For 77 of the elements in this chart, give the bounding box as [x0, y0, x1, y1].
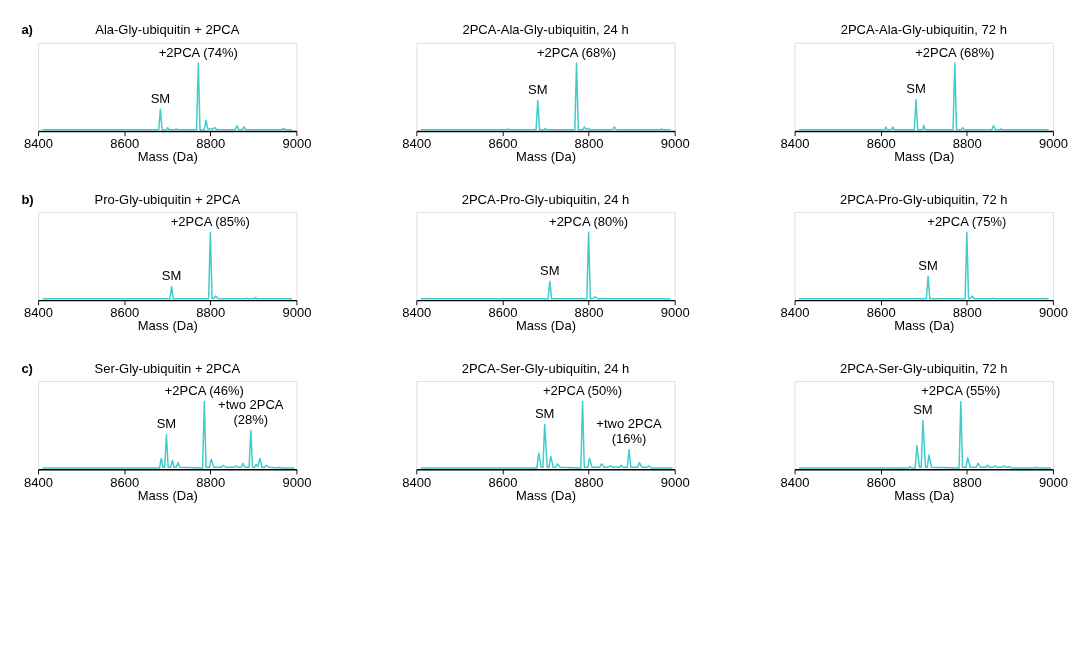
x-tick-label: 9000: [660, 305, 690, 321]
annotation: +two 2PCA (28%): [218, 397, 284, 428]
annotation: +2PCA (74%): [158, 44, 238, 60]
x-tick-label: 8800: [574, 474, 604, 490]
x-tick-label: 8400: [24, 474, 54, 490]
chart-title: Ser-Gly-ubiquitin + 2PCA: [94, 360, 241, 376]
annotation: SM: [150, 90, 171, 106]
x-tick-label: 9000: [1038, 136, 1068, 152]
text: b): [21, 191, 34, 207]
text: a): [21, 22, 33, 38]
annotation: +two 2PCA (16%): [596, 416, 663, 447]
x-tick-label: 8400: [402, 305, 432, 321]
x-tick-label: 8600: [110, 136, 140, 152]
annotation: +2PCA (55%): [921, 382, 1001, 398]
annotation: SM: [913, 401, 933, 417]
x-tick-label: 9000: [282, 305, 312, 321]
x-tick-label: 9000: [282, 474, 312, 490]
x-tick-label: 8600: [866, 474, 896, 490]
x-tick-label: 8400: [780, 474, 810, 490]
chart-title: 2PCA-Pro-Gly-ubiquitin, 72 h: [839, 191, 1008, 207]
annotation: +2PCA (50%): [543, 382, 623, 398]
x-axis-title: Mass (Da): [516, 318, 576, 334]
x-axis-title: Mass (Da): [516, 149, 576, 165]
x-tick-label: 8400: [780, 136, 810, 152]
x-tick-label: 9000: [660, 136, 690, 152]
annotation: SM: [918, 257, 938, 273]
x-axis-title: Mass (Da): [137, 318, 198, 334]
x-tick-label: 8600: [488, 305, 518, 321]
annotation: +2PCA (80%): [549, 213, 629, 229]
x-tick-label: 8600: [866, 136, 896, 152]
x-axis-title: Mass (Da): [137, 149, 198, 165]
x-axis-title: Mass (Da): [137, 487, 198, 503]
x-tick-label: 8600: [110, 305, 140, 321]
annotation: +2PCA (75%): [927, 213, 1007, 229]
text: c): [21, 360, 33, 376]
x-tick-label: 8400: [402, 474, 432, 490]
chart-title: 2PCA-Pro-Gly-ubiquitin, 24 h: [461, 191, 630, 207]
chart-title: 2PCA-Ser-Gly-ubiquitin, 24 h: [461, 360, 630, 376]
x-tick-label: 8800: [196, 136, 226, 152]
x-tick-label: 8400: [24, 305, 54, 321]
x-axis-title: Mass (Da): [894, 487, 955, 503]
x-tick-label: 8600: [110, 474, 140, 490]
chart-title: Ala-Gly-ubiquitin + 2PCA: [95, 22, 240, 38]
annotation: SM: [528, 81, 548, 97]
x-tick-label: 9000: [1038, 474, 1068, 490]
x-tick-label: 8800: [196, 474, 226, 490]
x-tick-label: 8800: [952, 305, 982, 321]
x-tick-label: 8600: [488, 474, 518, 490]
x-tick-label: 8800: [952, 136, 982, 152]
chart-title: 2PCA-Ala-Gly-ubiquitin, 24 h: [462, 22, 629, 38]
x-tick-label: 9000: [1038, 305, 1068, 321]
annotation: SM: [906, 81, 926, 97]
x-tick-label: 8600: [488, 136, 518, 152]
annotation: +2PCA (68%): [915, 44, 995, 60]
x-tick-label: 8400: [780, 305, 810, 321]
annotation: SM: [156, 416, 177, 432]
chart-title: 2PCA-Ser-Gly-ubiquitin, 72 h: [839, 360, 1008, 376]
x-tick-label: 8800: [952, 474, 982, 490]
x-tick-label: 8400: [402, 136, 432, 152]
x-tick-label: 9000: [282, 136, 312, 152]
annotation: +2PCA (85%): [170, 213, 250, 229]
x-tick-label: 9000: [660, 474, 690, 490]
x-tick-label: 8400: [24, 136, 54, 152]
chart-title: 2PCA-Ala-Gly-ubiquitin, 72 h: [840, 22, 1007, 38]
annotation: +2PCA (68%): [536, 44, 617, 60]
annotation: +2PCA (46%): [164, 382, 244, 398]
annotation: SM: [161, 268, 182, 284]
x-axis-title: Mass (Da): [516, 487, 576, 503]
chart-title: Pro-Gly-ubiquitin + 2PCA: [94, 191, 241, 207]
annotation: SM: [534, 405, 555, 421]
x-axis-title: Mass (Da): [894, 318, 955, 334]
annotation: SM: [540, 262, 560, 278]
x-axis-title: Mass (Da): [894, 149, 955, 165]
x-tick-label: 8800: [574, 305, 604, 321]
x-tick-label: 8600: [866, 305, 896, 321]
x-tick-label: 8800: [196, 305, 226, 321]
x-tick-label: 8800: [574, 136, 604, 152]
